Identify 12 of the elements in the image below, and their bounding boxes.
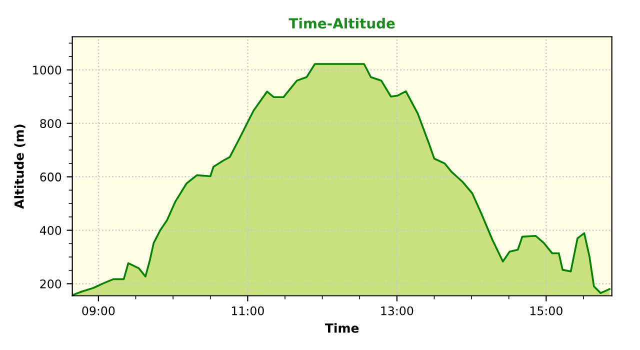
- y-tick-label: 200: [40, 279, 62, 288]
- x-tick-label: 13:00: [381, 306, 414, 316]
- y-tick-label: 800: [40, 119, 62, 128]
- x-axis-title: Time: [324, 323, 359, 333]
- y-tick-label: 400: [40, 226, 62, 235]
- x-tick-label: 09:00: [82, 306, 115, 316]
- y-axis-title: Altitude (m): [14, 124, 26, 209]
- y-tick-label: 600: [40, 172, 62, 182]
- x-tick-label: 11:00: [232, 306, 264, 316]
- chart-title: Time-Altitude: [288, 18, 395, 29]
- x-tick-label: 15:00: [530, 306, 562, 316]
- y-tick-label: 1000: [33, 66, 62, 75]
